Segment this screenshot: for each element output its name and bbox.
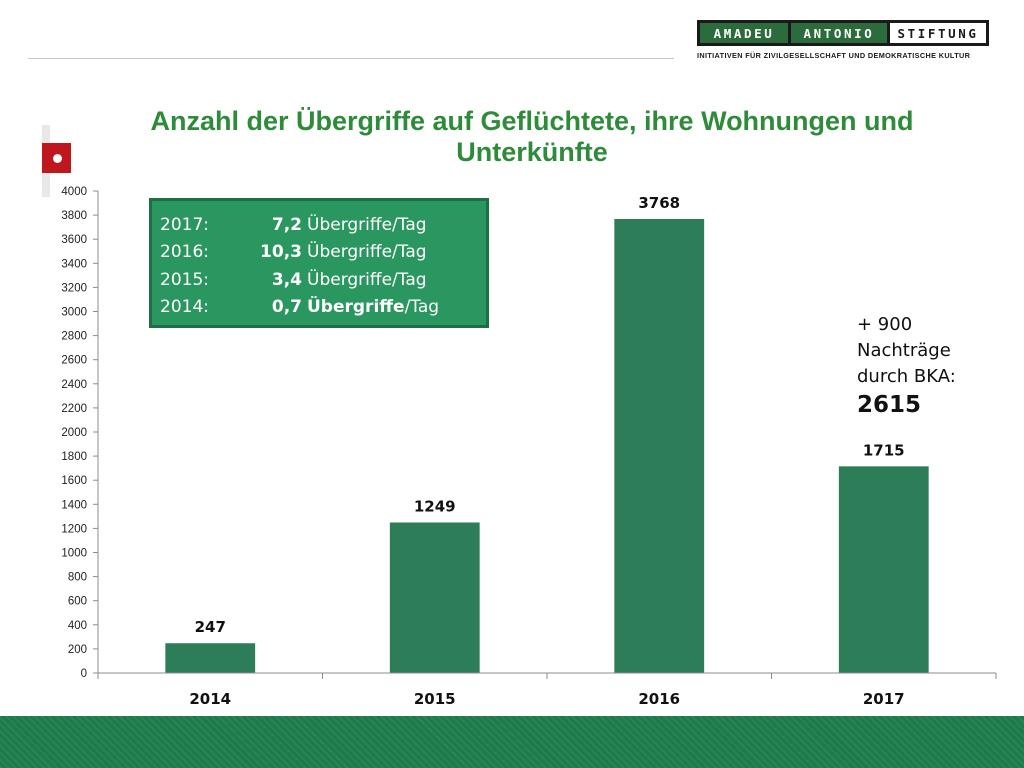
y-tick-label: 3400 bbox=[61, 258, 87, 270]
bar-2016 bbox=[614, 218, 705, 673]
x-tick-label-2017: 2017 bbox=[863, 690, 905, 708]
chart-title: Anzahl der Übergriffe auf Geflüchtete, i… bbox=[150, 106, 914, 167]
bar-2014 bbox=[165, 643, 256, 673]
y-tick-label: 0 bbox=[81, 668, 87, 680]
y-tick-label: 200 bbox=[68, 644, 87, 656]
y-tick-label: 1000 bbox=[61, 548, 87, 560]
bar-2017 bbox=[838, 466, 929, 673]
x-tick-label-2014: 2014 bbox=[189, 690, 231, 708]
bars: 247 1249 3768 1715 bbox=[165, 194, 929, 673]
info-value: 0,7 bbox=[271, 297, 302, 318]
x-axis: 2014 2015 2016 2017 bbox=[97, 672, 997, 708]
annotation-line: Nachträge bbox=[857, 340, 951, 361]
y-tick-label: 2200 bbox=[61, 403, 87, 415]
annotation-line: durch BKA: bbox=[857, 366, 956, 387]
y-tick-label: 2600 bbox=[61, 355, 87, 367]
info-value: 10,3 bbox=[260, 242, 302, 263]
y-tick-label: 800 bbox=[68, 572, 87, 584]
y-tick-label: 1600 bbox=[61, 475, 87, 487]
y-tick-label: 1800 bbox=[61, 451, 87, 463]
y-tick-label: 3000 bbox=[61, 307, 87, 319]
info-unit-rest: /Tag bbox=[404, 297, 440, 318]
info-value: 7,2 bbox=[271, 214, 302, 235]
y-tick-label: 2800 bbox=[61, 331, 87, 343]
logo-word-antonio: ANTONIO bbox=[788, 23, 890, 43]
x-tick-label-2016: 2016 bbox=[638, 690, 680, 708]
annotation-value: 2615 bbox=[857, 392, 922, 418]
info-row-2014: 2014: 0,7 Übergriffe/Tag bbox=[160, 294, 478, 322]
bar-2015 bbox=[389, 522, 480, 673]
info-unit: Übergriffe/Tag bbox=[307, 297, 439, 317]
info-row-2016: 2016: 10,3 Übergriffe/Tag bbox=[160, 239, 478, 267]
info-value: 3,4 bbox=[271, 269, 302, 290]
y-tick-label: 3200 bbox=[61, 282, 87, 294]
info-year: 2014: bbox=[160, 297, 209, 318]
y-tick-label: 2400 bbox=[61, 379, 87, 391]
logo-word-amadeu: AMADEU bbox=[700, 23, 788, 43]
y-tick-label: 4000 bbox=[61, 186, 87, 198]
y-tick-label: 600 bbox=[68, 596, 87, 608]
info-unit-bold: Übergriffe bbox=[307, 297, 405, 318]
data-label-2015: 1249 bbox=[414, 497, 456, 515]
data-label-2016: 3768 bbox=[638, 194, 680, 212]
logo-wordmark: AMADEU ANTONIO STIFTUNG bbox=[697, 20, 989, 46]
daily-rate-box: 2017: 7,2 Übergriffe/Tag 2016: 10,3 Über… bbox=[149, 198, 489, 328]
info-unit: Übergriffe/Tag bbox=[307, 269, 427, 290]
y-tick-label: 1400 bbox=[61, 499, 87, 511]
y-tick-label: 3600 bbox=[61, 234, 87, 246]
data-label-2017: 1715 bbox=[863, 441, 905, 459]
info-year: 2017: bbox=[160, 214, 209, 235]
bka-annotation: + 900 Nachträge durch BKA: 2615 bbox=[857, 312, 997, 420]
data-label-2014: 247 bbox=[195, 618, 226, 636]
info-row-2015: 2015: 3,4 Übergriffe/Tag bbox=[160, 266, 478, 294]
logo-word-stiftung: STIFTUNG bbox=[890, 23, 986, 43]
bookmark-dot-icon bbox=[53, 154, 62, 163]
logo-tagline: INITIATIVEN FÜR ZIVILGESELLSCHAFT UND DE… bbox=[697, 51, 971, 60]
info-row-2017: 2017: 7,2 Übergriffe/Tag bbox=[160, 211, 478, 239]
foundation-logo: AMADEU ANTONIO STIFTUNG INITIATIVEN FÜR … bbox=[697, 20, 989, 66]
y-axis: 0 200 400 600 800 1000 1200 1400 1600 1800 2000 220… bbox=[61, 186, 99, 680]
x-tick-label-2015: 2015 bbox=[414, 690, 456, 708]
info-year: 2015: bbox=[160, 269, 209, 290]
footer-band bbox=[0, 716, 1024, 768]
header-divider bbox=[28, 58, 674, 59]
info-year: 2016: bbox=[160, 242, 209, 263]
y-tick-label: 400 bbox=[68, 620, 87, 632]
y-tick-label: 3800 bbox=[61, 210, 87, 222]
info-unit: Übergriffe/Tag bbox=[307, 214, 427, 235]
annotation-line: + 900 bbox=[857, 314, 913, 335]
y-tick-label: 1200 bbox=[61, 523, 87, 535]
y-tick-label: 2000 bbox=[61, 427, 87, 439]
info-unit: Übergriffe/Tag bbox=[307, 242, 427, 263]
